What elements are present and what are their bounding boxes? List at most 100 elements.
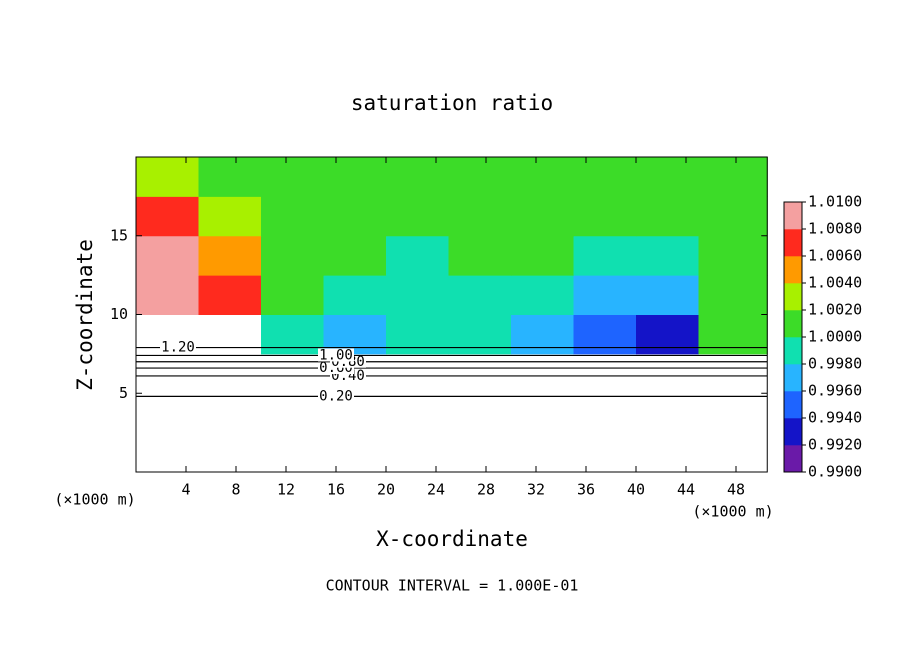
y-tick-label: 5 bbox=[119, 384, 128, 402]
field-cell bbox=[573, 393, 637, 434]
field-cell bbox=[448, 196, 512, 237]
field-cell bbox=[198, 393, 262, 434]
field-cell bbox=[136, 235, 199, 276]
y-tick-label: 15 bbox=[110, 226, 128, 244]
chart-title: saturation ratio bbox=[351, 91, 553, 115]
field-cell bbox=[386, 314, 449, 355]
field-cell bbox=[511, 196, 574, 237]
colorbar-tick-label: 1.0060 bbox=[808, 247, 862, 265]
field-cell bbox=[198, 432, 262, 473]
y-axis-label: Z-coordinate bbox=[73, 239, 97, 391]
colorbar-band bbox=[784, 202, 802, 230]
colorbar-tick-label: 0.9940 bbox=[808, 409, 862, 427]
colorbar-band bbox=[784, 364, 802, 392]
colorbar-band bbox=[784, 337, 802, 365]
field-cell bbox=[323, 275, 387, 315]
y-tick-label: 10 bbox=[110, 305, 128, 323]
field-cell bbox=[636, 353, 699, 394]
field-cell bbox=[636, 432, 699, 473]
colorbar-tick-label: 1.0040 bbox=[808, 274, 862, 292]
colorbar-band bbox=[784, 310, 802, 338]
field-cell bbox=[386, 275, 449, 315]
field-cell bbox=[636, 393, 699, 434]
field-cell bbox=[136, 275, 199, 315]
colorbar-tick-label: 1.0020 bbox=[808, 301, 862, 319]
field-cell bbox=[698, 275, 768, 315]
field-cell bbox=[511, 353, 574, 394]
colorbar-tick-label: 1.0080 bbox=[808, 220, 862, 238]
colorbar-band bbox=[784, 229, 802, 257]
colorbar-tick-label: 0.9960 bbox=[808, 382, 862, 400]
contour-label: 1.20 bbox=[161, 340, 195, 356]
field-cell bbox=[448, 432, 512, 473]
colorbar-tick-label: 0.9900 bbox=[808, 463, 862, 481]
field-cell bbox=[386, 393, 449, 434]
field-cell bbox=[511, 432, 574, 473]
field-cell bbox=[636, 157, 699, 197]
field-cell bbox=[261, 196, 324, 237]
field-cell bbox=[386, 157, 449, 197]
field-cell bbox=[511, 393, 574, 434]
colorbar-band bbox=[784, 445, 802, 473]
x-unit: (×1000 m) bbox=[692, 503, 773, 521]
field-cell bbox=[573, 353, 637, 394]
colorbar-tick-label: 0.9920 bbox=[808, 436, 862, 454]
field-cell bbox=[636, 275, 699, 315]
contour-label-bg bbox=[160, 340, 196, 354]
field-cell bbox=[198, 353, 262, 394]
field-cell bbox=[136, 157, 199, 197]
field-cell bbox=[448, 235, 512, 276]
field-cell bbox=[636, 196, 699, 237]
field-cell bbox=[136, 353, 199, 394]
field-cell bbox=[448, 157, 512, 197]
field-cell bbox=[386, 353, 449, 394]
field-cell bbox=[636, 235, 699, 276]
x-tick-label: 28 bbox=[477, 481, 495, 499]
field-cell bbox=[198, 157, 262, 197]
field-cell bbox=[511, 275, 574, 315]
field-cell bbox=[511, 235, 574, 276]
field-cell bbox=[448, 275, 512, 315]
field-cell bbox=[698, 432, 768, 473]
field-cell bbox=[386, 432, 449, 473]
x-tick-label: 32 bbox=[527, 481, 545, 499]
field-cell bbox=[261, 432, 324, 473]
contour-label-bg bbox=[318, 348, 354, 362]
field-cell bbox=[511, 314, 574, 355]
field-cell bbox=[448, 393, 512, 434]
field-cell bbox=[198, 314, 262, 355]
colorbar-band bbox=[784, 256, 802, 284]
field-cell bbox=[698, 235, 768, 276]
colorbar-band bbox=[784, 283, 802, 311]
field-cell bbox=[698, 196, 768, 237]
x-tick-label: 20 bbox=[377, 481, 395, 499]
x-tick-label: 8 bbox=[231, 481, 240, 499]
field-cell bbox=[198, 196, 262, 237]
colorbar-band bbox=[784, 418, 802, 446]
field-cell bbox=[636, 314, 699, 355]
x-tick-label: 40 bbox=[627, 481, 645, 499]
field-cell bbox=[573, 314, 637, 355]
x-tick-label: 16 bbox=[327, 481, 345, 499]
field-cell bbox=[136, 432, 199, 473]
x-tick-label: 12 bbox=[277, 481, 295, 499]
colorbar-tick-label: 1.0000 bbox=[808, 328, 862, 346]
field-cell bbox=[573, 157, 637, 197]
field-cell bbox=[511, 157, 574, 197]
field-cell bbox=[261, 275, 324, 315]
field-cell bbox=[573, 196, 637, 237]
field-cell bbox=[261, 157, 324, 197]
x-tick-label: 36 bbox=[577, 481, 595, 499]
field-cell bbox=[386, 235, 449, 276]
field-cell bbox=[448, 353, 512, 394]
field-cell bbox=[198, 275, 262, 315]
field-cell bbox=[448, 314, 512, 355]
x-tick-label: 4 bbox=[181, 481, 190, 499]
field-cell bbox=[386, 196, 449, 237]
colorbar-tick-label: 1.0100 bbox=[808, 193, 862, 211]
field-cell bbox=[261, 235, 324, 276]
field-cell bbox=[261, 353, 324, 394]
field-cell bbox=[698, 314, 768, 355]
field-cell bbox=[261, 314, 324, 355]
